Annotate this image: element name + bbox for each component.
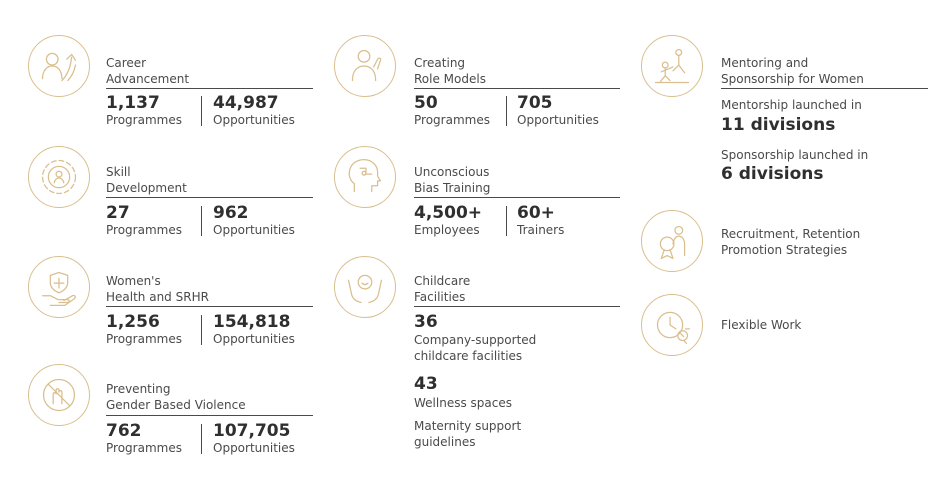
role-models-rule [414,88,620,89]
bias-employees: 4,500+ Employees [414,203,483,237]
skill-title: Skill Development [106,165,187,195]
health-title: Women's Health and SRHR [106,274,209,304]
wellness-desc: Wellness spaces [414,396,512,410]
career-rule [106,88,313,89]
childcare-facilities-value: 36 [414,312,438,332]
gbv-title: Preventing Gender Based Violence [106,382,246,412]
mentoring-title: Mentoring and Sponsorship for Women [721,56,864,86]
recruitment-label: Recruitment, Retention Promotion Strategi… [721,227,861,257]
skill-separator [201,206,202,236]
health-opportunities: 154,818 Opportunities [213,312,295,346]
childcare-title: Childcare Facilities [414,274,471,304]
skill-opportunities: 962 Opportunities [213,203,295,237]
health-programmes: 1,256 Programmes [106,312,182,346]
skill-rule [106,197,313,198]
health-rule [106,306,313,307]
role-models-opportunities: 705 Opportunities [517,93,599,127]
role-models-programmes: 50 Programmes [414,93,490,127]
gbv-protest-icon [28,364,90,426]
mentorship-value: 11 divisions [721,115,836,135]
skill-programmes: 27 Programmes [106,203,182,237]
bias-brain-icon [334,146,396,208]
mentorship-label: Mentorship launched in [721,98,862,112]
bias-title: Unconscious Bias Training [414,165,491,195]
medal-ribbon-icon [641,210,703,272]
gbv-opportunities: 107,705 Opportunities [213,421,295,455]
gbv-programmes: 762 Programmes [106,421,182,455]
bias-rule [414,197,620,198]
role-model-icon [334,35,396,97]
career-separator [201,96,202,126]
bias-trainers: 60+ Trainers [517,203,565,237]
skill-gear-icon [28,146,90,208]
bias-separator [506,206,507,236]
role-models-title: Creating Role Models [414,56,486,86]
maternity-desc: Maternity support guidelines [414,419,522,449]
childcare-facilities-desc: Company-supported childcare facilities [414,333,537,363]
clock-gear-icon [641,294,703,356]
career-title: Career Advancement [106,56,190,86]
health-separator [201,315,202,345]
role-models-separator [506,96,507,126]
childcare-hands-icon [334,256,396,318]
flexible-work-label: Flexible Work [721,318,802,332]
gbv-rule [106,415,313,416]
mentoring-icon [641,35,703,97]
mentoring-rule [721,88,928,89]
career-growth-icon [28,35,90,97]
career-programmes: 1,137 Programmes [106,93,182,127]
sponsorship-label: Sponsorship launched in [721,148,869,162]
wellness-value: 43 [414,374,438,394]
gbv-separator [201,424,202,454]
career-opportunities: 44,987 Opportunities [213,93,295,127]
childcare-rule [414,306,620,307]
health-hand-icon [28,256,90,318]
sponsorship-value: 6 divisions [721,164,824,184]
